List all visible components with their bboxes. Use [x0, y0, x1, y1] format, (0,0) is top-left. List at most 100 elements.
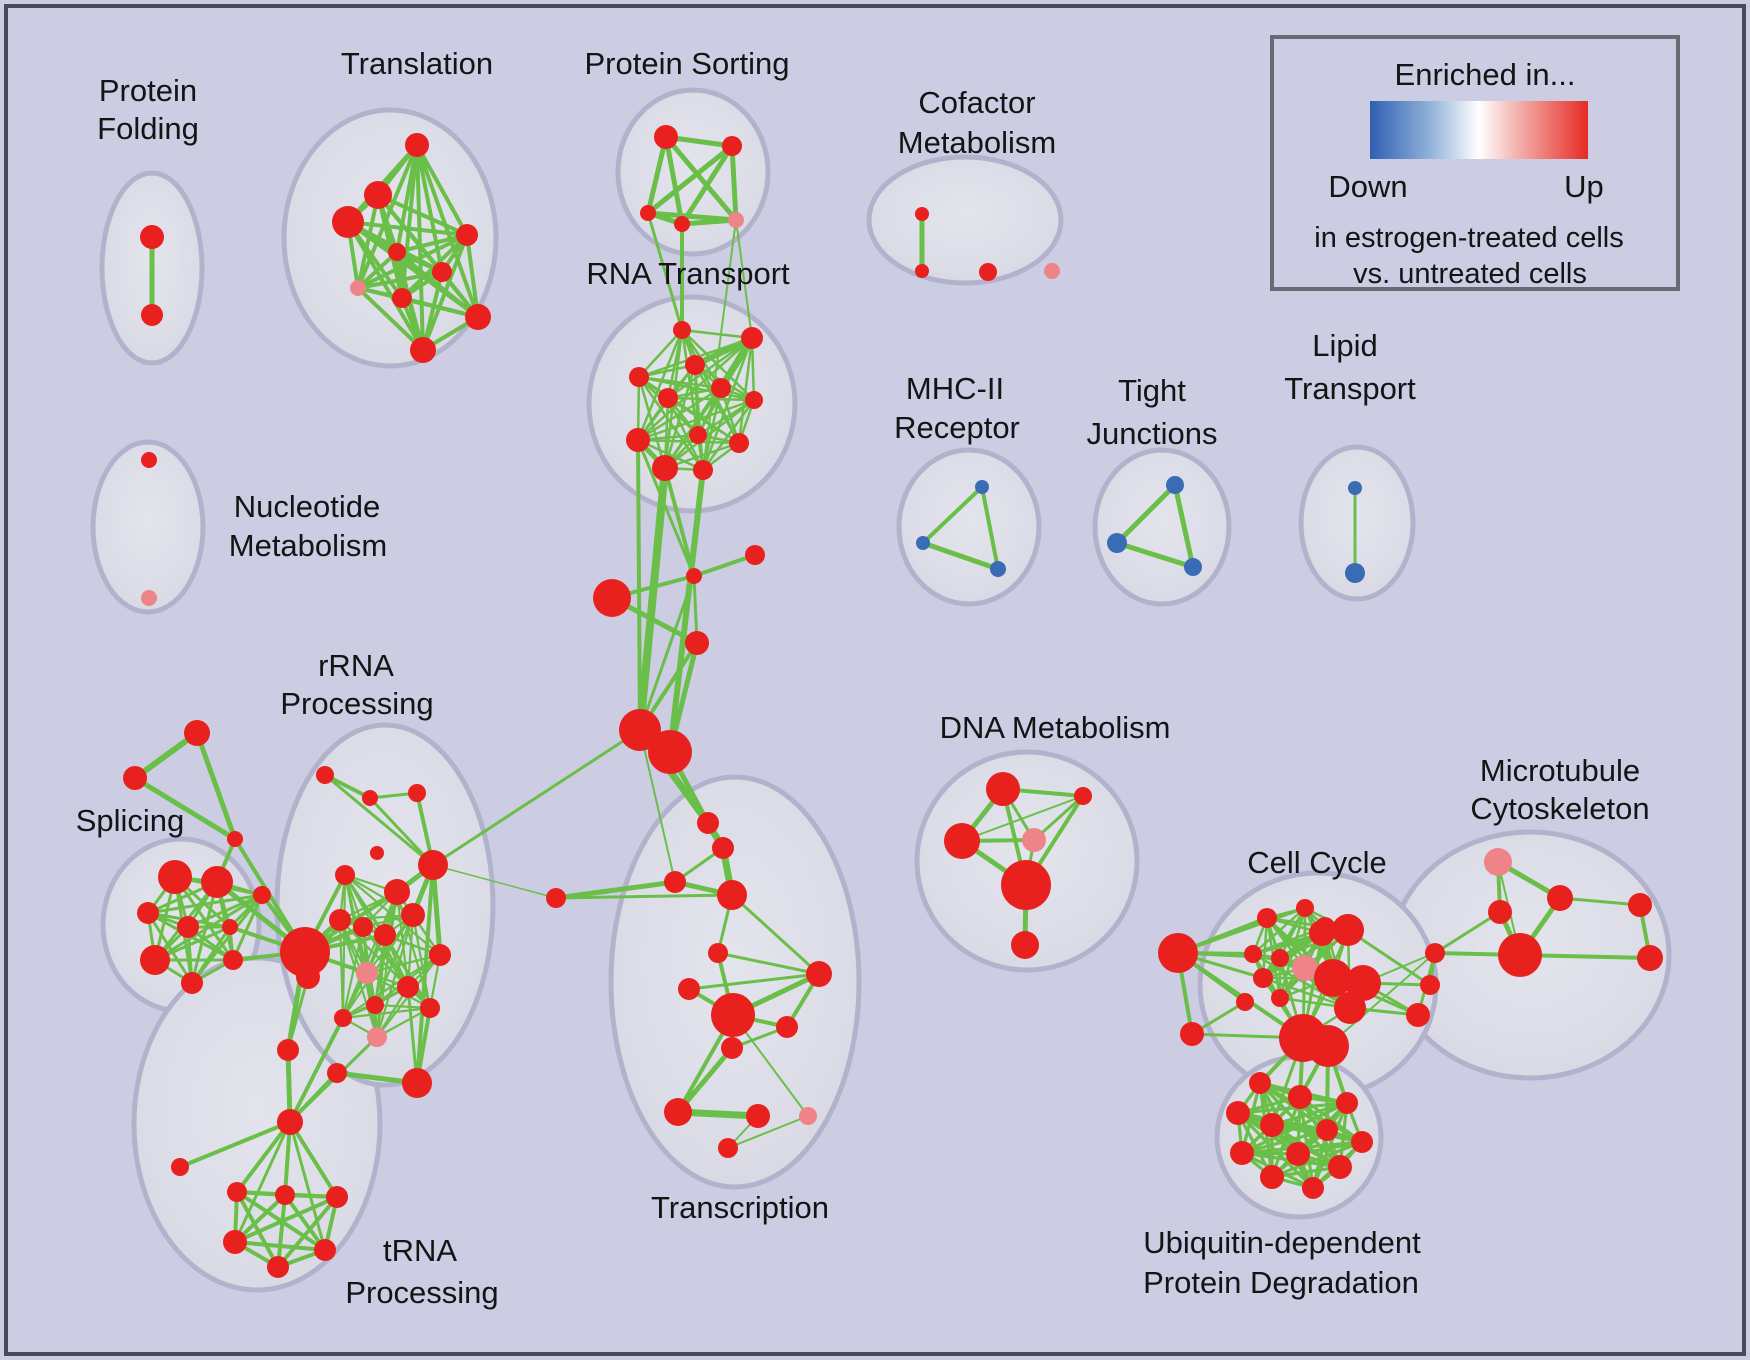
node-q1[interactable] — [227, 1182, 247, 1202]
node-u2[interactable] — [1288, 1085, 1312, 1109]
node-r8[interactable] — [353, 917, 373, 937]
node-ts[interactable] — [171, 1158, 189, 1176]
node-s7[interactable] — [181, 972, 203, 994]
node-cc1[interactable] — [1257, 908, 1277, 928]
node-y1[interactable] — [708, 943, 728, 963]
node-r16[interactable] — [334, 1009, 352, 1027]
node-m2[interactable] — [916, 536, 930, 550]
node-r9[interactable] — [374, 924, 396, 946]
node-mt1[interactable] — [1484, 848, 1512, 876]
node-s3[interactable] — [137, 902, 159, 924]
node-x4[interactable] — [717, 880, 747, 910]
node-HB1[interactable] — [619, 709, 661, 751]
node-cc0[interactable] — [1158, 933, 1198, 973]
node-r12[interactable] — [429, 944, 451, 966]
node-u1[interactable] — [1249, 1072, 1271, 1094]
node-mt7[interactable] — [1637, 945, 1663, 971]
node-rt7[interactable] — [745, 391, 763, 409]
node-t2[interactable] — [364, 181, 392, 209]
node-sr[interactable] — [745, 545, 765, 565]
node-rt5[interactable] — [658, 388, 678, 408]
node-r10[interactable] — [401, 903, 425, 927]
node-q2[interactable] — [275, 1185, 295, 1205]
node-s2[interactable] — [201, 866, 233, 898]
node-r6[interactable] — [384, 879, 410, 905]
node-mt3[interactable] — [1488, 900, 1512, 924]
node-rt10[interactable] — [729, 433, 749, 453]
node-t5[interactable] — [388, 243, 406, 261]
node-tj2[interactable] — [1107, 533, 1127, 553]
node-ps3[interactable] — [640, 205, 656, 221]
node-t9[interactable] — [465, 304, 491, 330]
node-cc6[interactable] — [1271, 949, 1289, 967]
node-q4[interactable] — [223, 1230, 247, 1254]
node-mt5[interactable] — [1498, 933, 1542, 977]
node-y6[interactable] — [721, 1037, 743, 1059]
node-d5[interactable] — [1001, 860, 1051, 910]
node-mt6[interactable] — [1628, 893, 1652, 917]
node-j1[interactable] — [686, 568, 702, 584]
node-y9[interactable] — [799, 1107, 817, 1125]
node-r14[interactable] — [366, 996, 384, 1014]
node-s5[interactable] — [222, 919, 238, 935]
node-s4[interactable] — [177, 916, 199, 938]
node-u10[interactable] — [1328, 1155, 1352, 1179]
node-y3[interactable] — [678, 978, 700, 1000]
node-HB2[interactable] — [648, 730, 692, 774]
node-u9[interactable] — [1286, 1142, 1310, 1166]
node-pf2[interactable] — [141, 304, 163, 326]
node-cc7[interactable] — [1292, 955, 1318, 981]
node-cc16[interactable] — [1406, 1003, 1430, 1027]
node-r19[interactable] — [327, 1063, 347, 1083]
node-r3[interactable] — [408, 784, 426, 802]
node-ps1[interactable] — [654, 125, 678, 149]
node-r4[interactable] — [370, 846, 384, 860]
node-rt8[interactable] — [626, 428, 650, 452]
node-q6[interactable] — [267, 1256, 289, 1278]
node-cc11[interactable] — [1314, 959, 1352, 997]
node-ps4[interactable] — [674, 216, 690, 232]
node-x3[interactable] — [664, 871, 686, 893]
node-nm1[interactable] — [141, 452, 157, 468]
node-t10[interactable] — [410, 337, 436, 363]
node-rt6[interactable] — [711, 378, 731, 398]
node-rt3[interactable] — [685, 355, 705, 375]
node-cf3[interactable] — [979, 263, 997, 281]
node-cc10[interactable] — [1271, 989, 1289, 1007]
node-r11[interactable] — [356, 962, 378, 984]
node-r15[interactable] — [420, 998, 440, 1018]
node-y2[interactable] — [806, 961, 832, 987]
node-t6[interactable] — [432, 262, 452, 282]
node-d3[interactable] — [944, 823, 980, 859]
node-tj1[interactable] — [1166, 476, 1184, 494]
node-M[interactable] — [685, 631, 709, 655]
node-d1[interactable] — [986, 772, 1020, 806]
node-u8[interactable] — [1230, 1141, 1254, 1165]
node-t1[interactable] — [405, 133, 429, 157]
node-y7[interactable] — [664, 1098, 692, 1126]
node-nm2[interactable] — [141, 590, 157, 606]
node-s1[interactable] — [158, 860, 192, 894]
node-q3[interactable] — [326, 1186, 348, 1208]
node-r13[interactable] — [397, 976, 419, 998]
node-mt4[interactable] — [1425, 943, 1445, 963]
node-s6[interactable] — [140, 945, 170, 975]
node-cf1[interactable] — [915, 207, 929, 221]
node-ps5[interactable] — [728, 212, 744, 228]
node-u6[interactable] — [1316, 1119, 1338, 1141]
node-g2[interactable] — [123, 766, 147, 790]
node-x5[interactable] — [546, 888, 566, 908]
node-rt4[interactable] — [629, 367, 649, 387]
node-lp2[interactable] — [1345, 563, 1365, 583]
node-H2[interactable] — [296, 965, 320, 989]
node-rt11[interactable] — [652, 455, 678, 481]
node-r2[interactable] — [362, 790, 378, 806]
node-d4[interactable] — [1022, 828, 1046, 852]
node-y8[interactable] — [746, 1104, 770, 1128]
node-u4[interactable] — [1226, 1101, 1250, 1125]
node-cc15[interactable] — [1307, 1025, 1349, 1067]
node-u12[interactable] — [1302, 1177, 1324, 1199]
node-m1[interactable] — [975, 480, 989, 494]
node-r7[interactable] — [329, 909, 351, 931]
node-g1[interactable] — [184, 720, 210, 746]
